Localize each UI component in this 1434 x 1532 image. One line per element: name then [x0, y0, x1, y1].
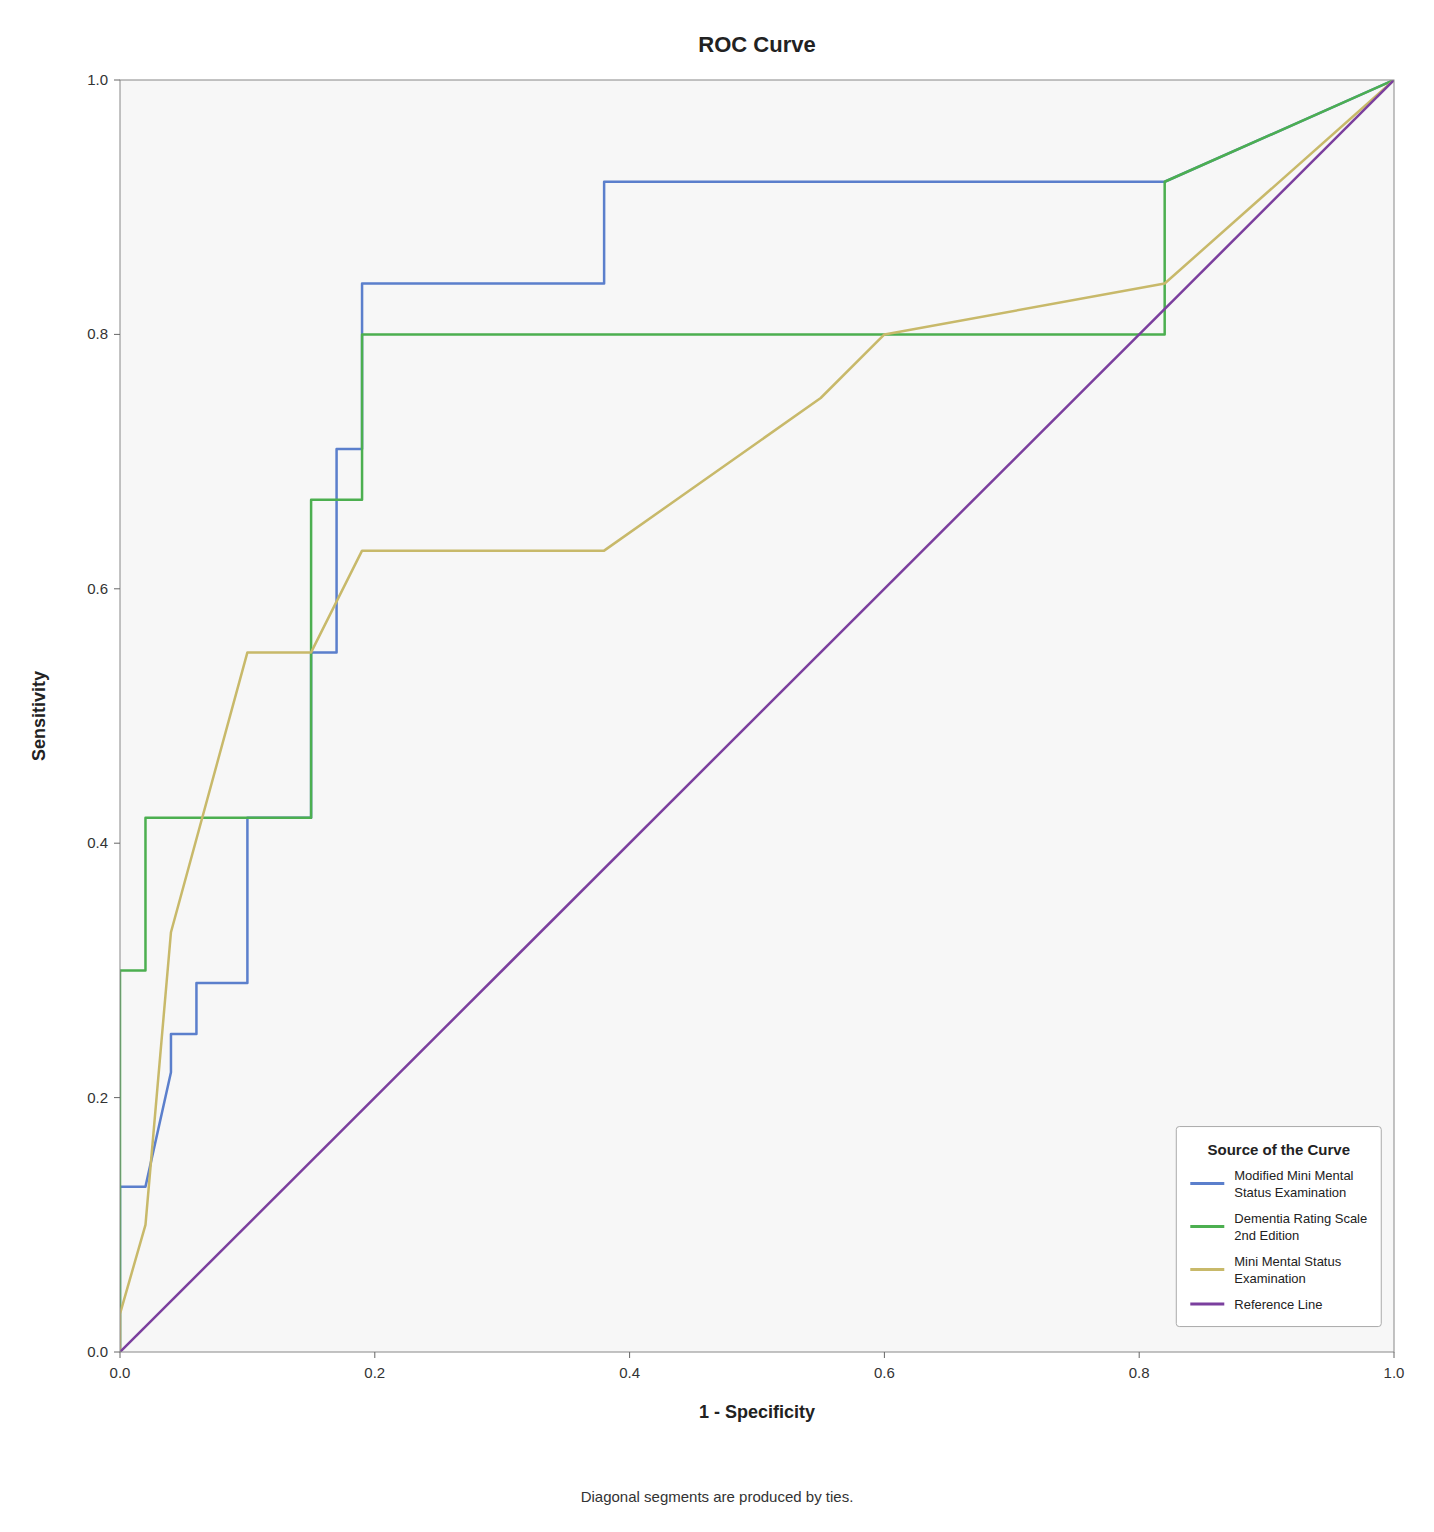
y-tick-label: 0.4: [87, 834, 108, 851]
y-tick: [114, 80, 120, 81]
series-line: [120, 80, 1394, 1352]
legend-label: Reference Line: [1234, 1297, 1322, 1312]
legend-label: Mini Mental Status Examination: [1234, 1254, 1341, 1286]
legend-swatch: [1190, 1268, 1224, 1271]
legend-swatch: [1190, 1303, 1224, 1306]
title: ROC Curve: [698, 32, 815, 57]
x-tick: [884, 1352, 885, 1358]
legend-label: Dementia Rating Scale 2nd Edition: [1234, 1211, 1367, 1243]
plot-area: [120, 80, 1394, 1352]
y-tick-label: 0.2: [87, 1089, 108, 1106]
legend-title: Source of the Curve: [1208, 1141, 1351, 1158]
legend-label-line: Status Examination: [1234, 1185, 1346, 1200]
x-tick: [374, 1352, 375, 1358]
x-tick: [1394, 1352, 1395, 1358]
legend: Source of the Curve Modified Mini Mental S…: [1176, 1127, 1381, 1327]
series-line: [120, 80, 1394, 1352]
x-tick-label: 0.6: [874, 1364, 895, 1381]
x-tick-label: 0.8: [1129, 1364, 1150, 1381]
y-tick: [114, 843, 120, 844]
y-axis-label: Sensitivity: [29, 671, 49, 761]
y-tick-label: 0.6: [87, 580, 108, 597]
chart: 0.0 0.2 0.4 0.6 0.8 1.0 0.0 0.2 0.4 0.6 0.8 1.0 ROC …: [0, 0, 1434, 1532]
legend-label: Modified Mini Mental Status Examination: [1234, 1168, 1353, 1200]
legend-label-line: Reference Line: [1234, 1297, 1322, 1312]
series-line: [120, 80, 1394, 1352]
y-tick: [114, 588, 120, 589]
data: [120, 80, 1394, 1352]
y-tick-label: 1.0: [87, 71, 108, 88]
y-tick: [114, 334, 120, 335]
legend-label-line: Mini Mental Status: [1234, 1254, 1341, 1269]
x-tick: [1139, 1352, 1140, 1358]
y-tick: [114, 1097, 120, 1098]
legend-label-line: Examination: [1234, 1271, 1306, 1286]
x-tick: [629, 1352, 630, 1358]
legend-label-line: Modified Mini Mental: [1234, 1168, 1353, 1183]
legend-label-line: Dementia Rating Scale: [1234, 1211, 1367, 1226]
x-tick-label: 0.0: [110, 1364, 131, 1381]
x-axis-label: 1 - Specificity: [699, 1402, 815, 1422]
y-tick-label: 0.8: [87, 325, 108, 342]
x-tick-label: 0.2: [364, 1364, 385, 1381]
x-tick-label: 1.0: [1384, 1364, 1405, 1381]
y-tick-label: 0.0: [87, 1343, 108, 1360]
legend-label-line: 2nd Edition: [1234, 1228, 1299, 1243]
series-line: [120, 80, 1394, 1352]
axes: 0.0 0.2 0.4 0.6 0.8 1.0 0.0 0.2 0.4 0.6 0.8 1.0: [87, 71, 1404, 1381]
footnote: Diagonal segments are produced by ties.: [581, 1488, 854, 1505]
x-tick-label: 0.4: [619, 1364, 640, 1381]
y-tick: [114, 1352, 120, 1353]
legend-swatch: [1190, 1225, 1224, 1228]
legend-swatch: [1190, 1182, 1224, 1185]
x-tick: [120, 1352, 121, 1358]
legend-box: [1176, 1127, 1381, 1327]
plot-frame: [120, 80, 1394, 1352]
